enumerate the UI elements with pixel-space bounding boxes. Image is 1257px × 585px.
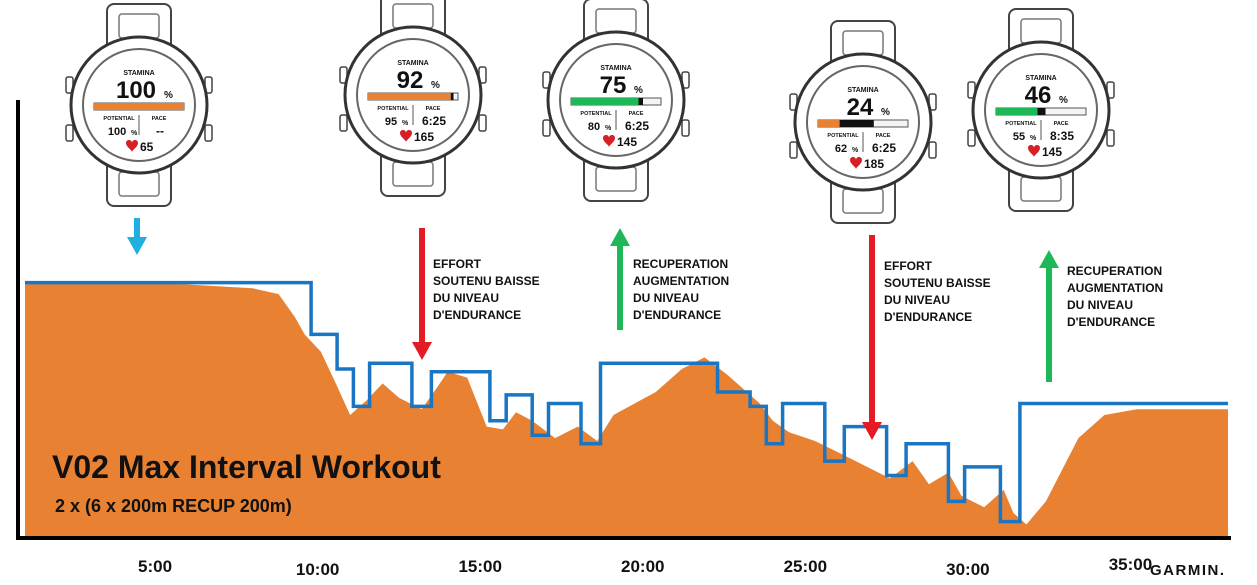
stamina-unit: % <box>634 85 643 96</box>
pace-label: PACE <box>1054 121 1069 127</box>
stamina-value: 24 <box>847 94 874 121</box>
stamina-label: STAMINA <box>123 70 154 77</box>
potential-unit: % <box>605 125 612 132</box>
annotation-line: SOUTENU BAISSE <box>433 274 540 288</box>
recovery-arrow-2 <box>1039 250 1059 382</box>
stamina-bar-fill <box>996 108 1038 115</box>
heart-rate-value: 145 <box>617 135 637 149</box>
chart-subtitle: 2 x (6 x 200m RECUP 200m) <box>55 496 292 516</box>
x-tick-label: 30:00 <box>946 560 989 579</box>
heart-icon <box>850 157 862 169</box>
annotation-line: D'ENDURANCE <box>884 310 972 324</box>
stamina-unit: % <box>164 90 173 101</box>
pace-label: PACE <box>876 133 891 139</box>
annotation-line: SOUTENU BAISSE <box>884 276 991 290</box>
stamina-unit: % <box>1059 95 1068 106</box>
start-arrow <box>127 218 147 255</box>
pace-value: 6:25 <box>422 114 446 128</box>
potential-unit: % <box>852 147 859 154</box>
potential-bar-fill <box>450 93 454 100</box>
stamina-unit: % <box>431 80 440 91</box>
x-tick-label: 20:00 <box>621 557 664 576</box>
potential-value: 95 <box>385 116 397 128</box>
stamina-unit: % <box>881 107 890 118</box>
stamina-bar-fill <box>94 103 184 110</box>
heart-icon <box>603 135 615 147</box>
heart-rate-value: 185 <box>864 157 884 171</box>
annotation-line: DU NIVEAU <box>433 291 499 305</box>
heart-icon <box>1028 145 1040 157</box>
annotation-line: D'ENDURANCE <box>1067 315 1155 329</box>
stamina-value: 92 <box>397 67 424 94</box>
annotation-line: RECUPERATION <box>633 257 728 271</box>
potential-bar-fill <box>1037 108 1046 115</box>
pace-value: 8:35 <box>1050 129 1074 143</box>
annotation-line: DU NIVEAU <box>633 291 699 305</box>
potential-label: POTENTIAL <box>1005 121 1037 127</box>
effort-arrow-2 <box>862 235 882 440</box>
pace-value: 6:25 <box>625 119 649 133</box>
potential-unit: % <box>131 130 138 137</box>
annotation-line: DU NIVEAU <box>1067 298 1133 312</box>
x-tick-label: 15:00 <box>458 557 501 576</box>
annotation-line: D'ENDURANCE <box>633 308 721 322</box>
potential-label: POTENTIAL <box>377 106 409 112</box>
stamina-label: STAMINA <box>397 60 428 67</box>
potential-value: 55 <box>1013 131 1025 143</box>
stamina-bar-fill <box>818 120 840 127</box>
heart-rate-value: 65 <box>140 140 154 154</box>
annotation-line: EFFORT <box>884 259 933 273</box>
pace-value: 6:25 <box>872 141 896 155</box>
chart-title: V02 Max Interval Workout <box>52 449 441 485</box>
x-tick-label: 25:00 <box>784 557 827 576</box>
potential-label: POTENTIAL <box>827 133 859 139</box>
stamina-label: STAMINA <box>1025 75 1056 82</box>
stamina-area <box>25 282 1228 536</box>
potential-value: 62 <box>835 143 847 155</box>
x-tick-label: 5:00 <box>138 557 172 576</box>
potential-value: 100 <box>108 126 126 138</box>
annotation-line: DU NIVEAU <box>884 293 950 307</box>
heart-icon <box>400 130 412 142</box>
stamina-value: 100 <box>116 77 156 104</box>
annotation-line: D'ENDURANCE <box>433 308 521 322</box>
potential-bar-fill <box>839 120 874 127</box>
stamina-value: 46 <box>1025 82 1052 109</box>
effort-arrow-1 <box>412 228 432 360</box>
pace-label: PACE <box>426 106 441 112</box>
potential-label: POTENTIAL <box>580 111 612 117</box>
potential-label: POTENTIAL <box>103 116 135 122</box>
pace-label: PACE <box>629 111 644 117</box>
stamina-bar-fill <box>571 98 639 105</box>
pace-label: PACE <box>152 116 167 122</box>
x-tick-label: 10:00 <box>296 560 339 579</box>
annotation-line: EFFORT <box>433 257 482 271</box>
x-tick-label: 35:00 <box>1109 555 1152 574</box>
stamina-bar-fill <box>368 93 451 100</box>
recovery-arrow-1 <box>610 228 630 330</box>
heart-rate-value: 145 <box>1042 145 1062 159</box>
pace-value: -- <box>156 124 164 138</box>
heart-rate-value: 165 <box>414 130 434 144</box>
potential-value: 80 <box>588 121 600 133</box>
potential-unit: % <box>1030 135 1037 142</box>
potential-bar-fill <box>638 98 643 105</box>
potential-unit: % <box>402 120 409 127</box>
brand-logo: GARMIN. <box>1150 562 1226 579</box>
annotation-line: RECUPERATION <box>1067 264 1162 278</box>
potential-line <box>25 280 1228 524</box>
stamina-value: 75 <box>600 72 627 99</box>
stamina-label: STAMINA <box>600 65 631 72</box>
annotation-line: AUGMENTATION <box>633 274 729 288</box>
heart-icon <box>126 140 138 152</box>
annotation-line: AUGMENTATION <box>1067 281 1163 295</box>
stamina-label: STAMINA <box>847 87 878 94</box>
